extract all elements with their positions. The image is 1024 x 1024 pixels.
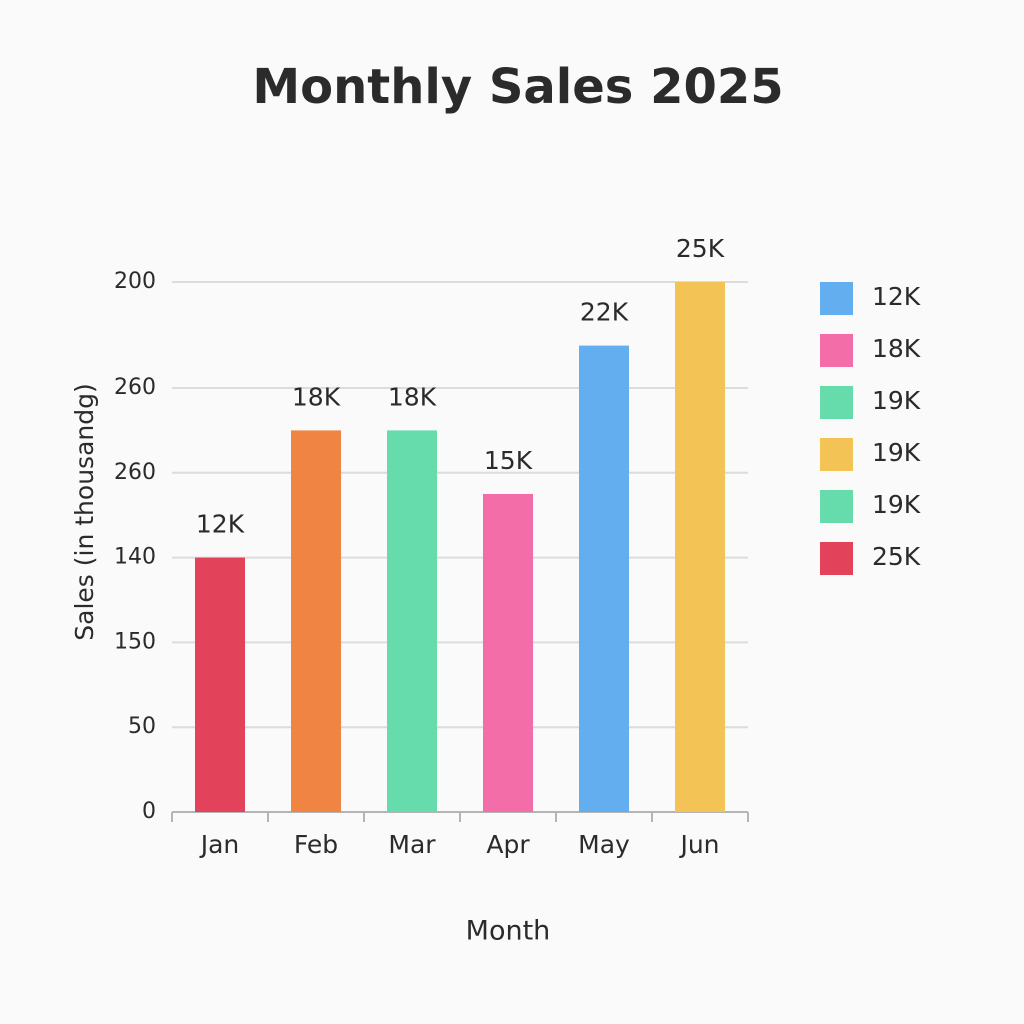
legend-swatch — [820, 386, 853, 419]
bar — [579, 345, 629, 812]
y-tick-label: 50 — [128, 714, 156, 739]
value-label: 12K — [196, 510, 245, 539]
legend-swatch — [820, 490, 853, 523]
bar — [675, 282, 725, 812]
y-tick-label: 150 — [114, 629, 156, 654]
value-label: 25K — [676, 234, 725, 263]
y-tick-label: 200 — [114, 269, 156, 294]
legend-swatch — [820, 282, 853, 315]
value-label: 15K — [484, 446, 533, 475]
x-axis-label: Month — [466, 916, 551, 947]
legend-label: 19K — [872, 438, 921, 467]
legend-label: 18K — [872, 334, 921, 363]
legend-swatch — [820, 334, 853, 367]
y-tick-label: 260 — [114, 375, 156, 400]
bar — [483, 494, 533, 812]
y-tick-label: 0 — [142, 799, 156, 824]
y-axis-label: Sales (in thousandg) — [70, 383, 99, 640]
y-tick-label: 140 — [114, 545, 156, 570]
bar — [195, 557, 245, 812]
y-tick-label: 260 — [114, 460, 156, 485]
legend-swatch — [820, 542, 853, 575]
bar — [291, 430, 341, 812]
x-tick-label: Apr — [486, 830, 530, 859]
x-tick-label: Jan — [199, 830, 240, 859]
x-tick-label: Mar — [388, 830, 436, 859]
legend-label: 19K — [872, 386, 921, 415]
bar — [387, 430, 437, 812]
legend-label: 12K — [872, 282, 921, 311]
value-label: 18K — [292, 382, 341, 411]
legend-label: 25K — [872, 542, 921, 571]
x-tick-label: Feb — [294, 830, 338, 859]
chart-title: Monthly Sales 2025 — [252, 59, 783, 115]
value-label: 22K — [580, 298, 629, 327]
x-tick-label: May — [578, 830, 630, 859]
legend-label: 19K — [872, 490, 921, 519]
legend-swatch — [820, 438, 853, 471]
value-label: 18K — [388, 382, 437, 411]
x-tick-label: Jun — [678, 830, 719, 859]
